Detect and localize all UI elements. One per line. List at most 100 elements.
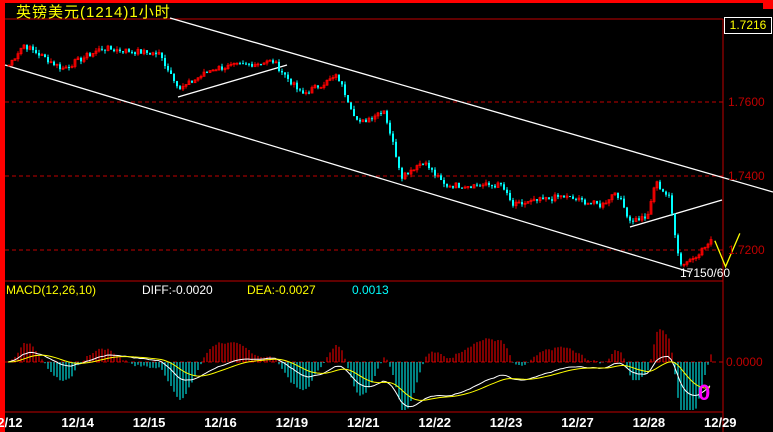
trend-line bbox=[177, 64, 288, 98]
candle-body bbox=[28, 46, 32, 50]
candle-body bbox=[563, 195, 565, 198]
candle-body bbox=[242, 63, 244, 65]
candle-body bbox=[104, 49, 106, 51]
trend-line bbox=[4, 64, 691, 273]
candle-body bbox=[680, 253, 682, 265]
candle-body bbox=[304, 92, 308, 94]
candle-body bbox=[302, 90, 304, 94]
candle-body bbox=[476, 184, 478, 186]
candle-body bbox=[706, 243, 710, 248]
candle-body bbox=[64, 66, 68, 69]
x-tick-label: 12/27 bbox=[561, 415, 594, 430]
top-border bbox=[0, 0, 773, 3]
candle-body bbox=[634, 217, 638, 223]
trend-line bbox=[629, 199, 723, 228]
candle-body bbox=[604, 202, 608, 205]
candle-body bbox=[674, 213, 676, 236]
candle-body bbox=[292, 82, 296, 85]
candle-body bbox=[691, 258, 695, 261]
x-tick-label: 12/12 bbox=[0, 415, 23, 430]
candle-body bbox=[317, 85, 319, 88]
candle-body bbox=[13, 58, 17, 61]
candle-body bbox=[229, 63, 233, 66]
candle-body bbox=[481, 184, 485, 187]
candle-body bbox=[668, 194, 670, 196]
candle-body bbox=[206, 72, 208, 74]
macd-label: MACD(12,26,10) bbox=[6, 283, 97, 297]
x-tick-label: 12/21 bbox=[347, 415, 380, 430]
candle-body bbox=[488, 182, 490, 186]
candle-body bbox=[341, 81, 343, 85]
candle-body bbox=[331, 77, 335, 80]
candle-body bbox=[211, 69, 215, 72]
macd-zero-label: 0.0000 bbox=[726, 355, 763, 369]
candle-body bbox=[436, 174, 440, 177]
candle-body bbox=[221, 66, 223, 70]
candle-body bbox=[251, 63, 253, 67]
candle-body bbox=[376, 112, 380, 117]
candle-body bbox=[407, 172, 409, 175]
candle-body bbox=[677, 235, 679, 254]
candle-body bbox=[494, 185, 496, 188]
candle-body bbox=[91, 52, 95, 57]
candle-body bbox=[688, 259, 692, 263]
y-tick-label: 1.7400 bbox=[728, 169, 765, 183]
candle-body bbox=[61, 67, 65, 70]
candle-body bbox=[629, 216, 631, 221]
candle-body bbox=[281, 71, 283, 73]
candle-body bbox=[506, 189, 508, 193]
candle-body bbox=[521, 202, 523, 205]
forecast-line bbox=[714, 233, 741, 269]
left-border bbox=[0, 0, 5, 432]
candle-body bbox=[581, 198, 583, 200]
candle-body bbox=[181, 85, 185, 90]
candle-body bbox=[322, 84, 326, 88]
macd-value: 0.0013 bbox=[352, 283, 389, 297]
candle-body bbox=[19, 47, 23, 55]
candle-body bbox=[193, 79, 197, 84]
candle-body bbox=[496, 182, 500, 188]
low-annotation: 17150/60 bbox=[680, 266, 731, 280]
candle-body bbox=[367, 117, 371, 123]
candle-body bbox=[523, 202, 527, 205]
candle-body bbox=[308, 92, 310, 94]
candle-body bbox=[466, 186, 470, 188]
candle-body bbox=[380, 112, 382, 114]
candle-body bbox=[551, 199, 553, 201]
candle-body bbox=[431, 168, 433, 170]
candle-body bbox=[202, 71, 206, 77]
candle-body bbox=[517, 201, 521, 204]
candle-body bbox=[646, 213, 650, 219]
candle-body bbox=[325, 79, 329, 86]
candle-body bbox=[626, 207, 628, 217]
candle-body bbox=[55, 63, 59, 66]
candle-body bbox=[709, 239, 713, 245]
candle-body bbox=[590, 203, 592, 205]
candle-body bbox=[409, 169, 413, 175]
candle-body bbox=[617, 192, 619, 198]
candle-body bbox=[623, 198, 625, 208]
candle-body bbox=[128, 49, 130, 52]
candle-body bbox=[446, 183, 448, 187]
candle-body bbox=[265, 60, 269, 64]
candle-body bbox=[662, 189, 664, 192]
candle-body bbox=[512, 200, 514, 206]
candle-body bbox=[544, 197, 548, 200]
candle-body bbox=[179, 86, 181, 89]
candle-body bbox=[452, 186, 454, 188]
x-tick-label: 12/23 bbox=[489, 415, 523, 430]
candle-body bbox=[359, 119, 361, 122]
candle-body bbox=[503, 184, 505, 190]
candle-body bbox=[572, 196, 574, 199]
candle-body bbox=[353, 109, 355, 117]
candle-body bbox=[196, 77, 200, 81]
last-price-box: 1.7216 bbox=[724, 17, 772, 34]
candle-body bbox=[685, 261, 689, 265]
candle-body bbox=[395, 141, 397, 157]
candle-body bbox=[491, 185, 493, 187]
candle-body bbox=[16, 53, 20, 60]
candle-body bbox=[260, 63, 262, 65]
candle-body bbox=[538, 197, 542, 202]
candle-body bbox=[26, 45, 28, 50]
candle-body bbox=[652, 187, 656, 202]
